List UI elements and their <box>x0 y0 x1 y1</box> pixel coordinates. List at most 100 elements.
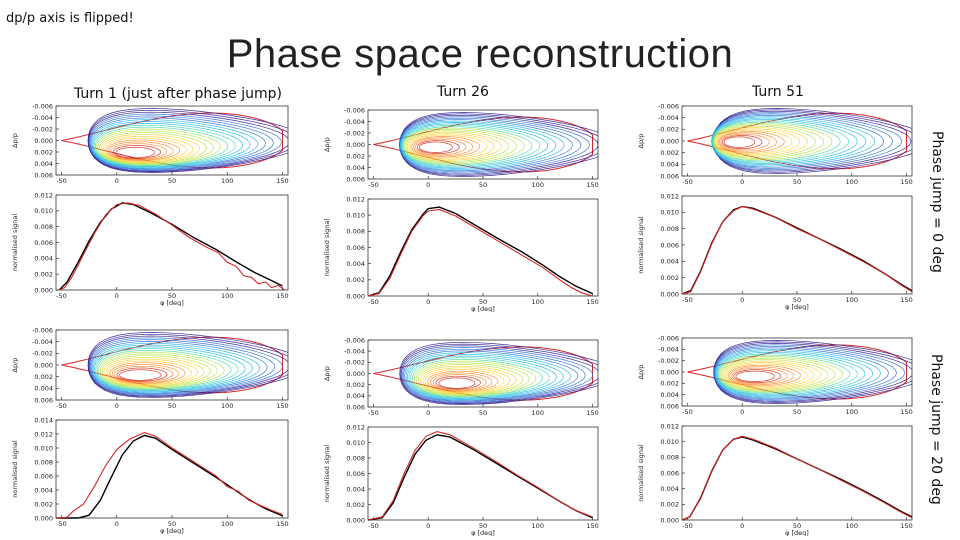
contour-ring <box>731 367 788 384</box>
profile-ytick-label: 0.008 <box>346 454 365 462</box>
contour-ring <box>714 348 881 398</box>
contour-ring <box>108 141 174 161</box>
contour-ring <box>403 127 525 165</box>
phase-space-xtick-label: 100 <box>532 409 544 417</box>
phase-space-ytick-label: -0.004 <box>32 114 53 122</box>
profile-ytick-label: 0.008 <box>660 454 679 462</box>
contour-ring <box>429 372 493 391</box>
contour-ring <box>404 129 517 164</box>
profile-xtick-label: 50 <box>479 298 487 306</box>
contour-ring <box>102 135 194 163</box>
phase-space-contours <box>373 112 598 177</box>
profile-xlabel: φ [deg] <box>785 303 809 310</box>
contour-ring <box>722 135 763 149</box>
contour-ring <box>715 350 874 397</box>
profile-xtick-label: 0 <box>115 520 119 528</box>
contour-ring <box>87 332 288 398</box>
phase-space-ytick-label: -0.006 <box>658 102 679 110</box>
profile-xtick-label: 50 <box>168 292 176 300</box>
contour-ring <box>92 123 244 168</box>
chart-svg-r0c1: -50 0 50 100 150 -0.006 -0.004 -0.002 0.000 0.002… <box>323 106 599 313</box>
profile-xlabel: φ [deg] <box>160 527 184 534</box>
phase-space-ytick-label: 0.000 <box>346 370 365 378</box>
phase-space-ylabel: Δp/p <box>11 358 19 373</box>
phase-space-xtick-label: 150 <box>276 402 288 410</box>
profile-ytick-label: 0.004 <box>660 258 679 266</box>
contour-ring <box>103 357 205 387</box>
phase-space-xtick-label: 0 <box>115 402 119 410</box>
contour-ring <box>116 367 168 382</box>
profile-frame <box>367 426 599 521</box>
contour-ring <box>115 146 155 159</box>
phase-space-ytick-label: 0.006 <box>34 396 53 404</box>
contour-ring <box>438 377 476 389</box>
profile-ytick-label: 0.004 <box>346 260 365 268</box>
phase-space-xtick-label: 50 <box>793 178 801 186</box>
phase-space-xtick-label: -50 <box>682 408 693 416</box>
row-label-phase-jump-0: Phase jump = 0 deg <box>929 131 945 273</box>
separatrix <box>687 344 907 400</box>
contour-ring <box>98 351 225 389</box>
contour-ring <box>399 120 565 170</box>
phase-space-ytick-label: 0.004 <box>346 392 365 400</box>
phase-space-ytick-label: 0.006 <box>34 171 53 179</box>
contour-ring <box>403 348 586 402</box>
contour-ring <box>411 359 544 398</box>
contour-ring <box>99 353 218 388</box>
reconstructed-profile-line <box>681 206 913 295</box>
contour-ring <box>722 360 822 390</box>
profile-frame <box>681 425 913 521</box>
contour-ring <box>721 359 829 391</box>
chart-svg-r0c0: -50 0 50 100 150 -0.006 -0.004 -0.002 0.000 0.002… <box>11 102 289 307</box>
contour-ring <box>88 113 282 171</box>
profile-ytick-label: 0.012 <box>34 430 53 438</box>
profile-ytick-label: 0.012 <box>660 422 679 430</box>
profile-ytick-label: 0.006 <box>346 470 365 478</box>
profile-xtick-label: 50 <box>479 522 487 530</box>
contour-ring <box>400 122 557 169</box>
phase-space-ytick-label: -0.002 <box>658 126 679 134</box>
contour-ring <box>99 132 207 164</box>
contour-ring <box>90 339 276 395</box>
profile-ytick-label: 0.010 <box>346 211 365 219</box>
contour-ring <box>90 341 268 394</box>
column-title-turn-51: Turn 51 <box>752 84 804 100</box>
contour-ring <box>410 357 550 398</box>
phase-space-ytick-label: 0.000 <box>34 137 53 145</box>
contour-ring <box>94 126 229 166</box>
contour-ring <box>106 139 181 161</box>
contour-ring <box>87 109 288 173</box>
profile-xlabel: φ [deg] <box>160 299 184 306</box>
contour-ring <box>432 374 487 391</box>
profile-ytick-label: 0.006 <box>660 469 679 477</box>
profile-ytick-label: 0.002 <box>34 500 53 508</box>
phase-space-xtick-label: 100 <box>532 181 544 189</box>
phase-space-ytick-label: 0.004 <box>660 161 679 169</box>
profile-ytick-label: 0.008 <box>346 228 365 236</box>
profile-xtick-label: 100 <box>846 522 858 530</box>
phase-space-xtick-label: 100 <box>846 408 858 416</box>
contour-ring <box>719 356 843 393</box>
contour-ring <box>88 333 288 398</box>
contour-ring <box>719 132 778 152</box>
row-label-phase-jump-20: Phase jump = 20 deg <box>928 354 944 505</box>
profile-ytick-label: 0.000 <box>34 514 53 522</box>
contour-ring <box>717 353 858 395</box>
contour-ring <box>406 131 502 161</box>
contour-ring <box>408 355 557 399</box>
phase-space-xtick-label: 100 <box>221 177 233 185</box>
measured-profile-line <box>367 206 593 297</box>
phase-space-ytick-label: 0.002 <box>660 380 679 388</box>
profile-ytick-label: 0.004 <box>34 486 53 494</box>
contour-ring <box>93 124 236 167</box>
profile-xtick-label: 50 <box>793 296 801 304</box>
contour-ring <box>92 344 253 393</box>
contour-ring <box>713 345 897 400</box>
phase-space-contours <box>373 341 598 406</box>
chart-svg-r1c0: -50 0 50 100 150 -0.006 -0.004 -0.002 0.000 0.002… <box>11 326 289 535</box>
profile-ytick-label: 0.012 <box>660 192 679 200</box>
profile-ytick-label: 0.002 <box>660 501 679 509</box>
profile-xtick-label: 100 <box>221 520 233 528</box>
phase-space-xtick-label: 0 <box>740 178 744 186</box>
phase-space-xtick-label: -50 <box>56 402 67 410</box>
